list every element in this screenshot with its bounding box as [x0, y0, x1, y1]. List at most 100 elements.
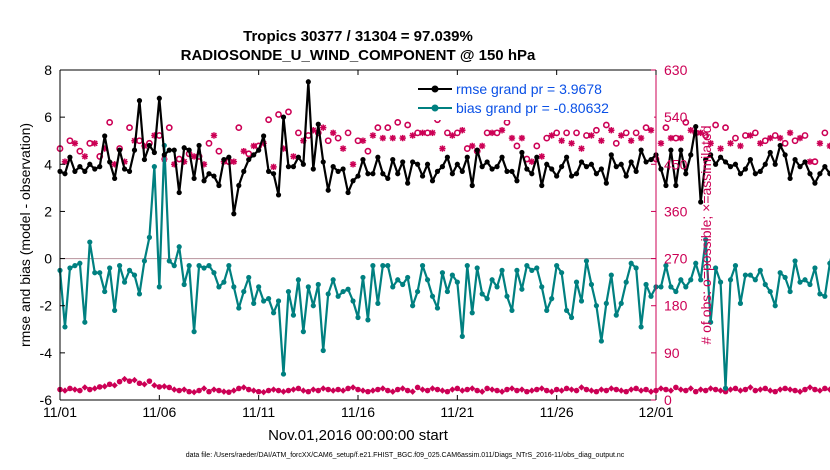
obs-low-point: [200, 385, 208, 392]
obs-possible-point: [513, 142, 521, 150]
bias-point: [355, 314, 361, 321]
bias-point: [345, 286, 351, 292]
obs-assimilated-stroke: [399, 135, 406, 142]
obs-low-point: [176, 387, 182, 394]
bias-point: [613, 312, 619, 318]
rmse-point: [62, 171, 68, 177]
obs-assimilated-point: [419, 129, 426, 137]
obs-low-point: [67, 385, 73, 392]
obs-assimilated-point: [548, 132, 555, 139]
bias-point: [221, 279, 227, 285]
rmse-point: [151, 149, 157, 156]
bias-point: [608, 272, 614, 278]
obs-assimilated-stroke: [797, 135, 803, 142]
rmse-point: [176, 189, 182, 196]
obs-assimilated-point: [250, 142, 257, 150]
rmse-point: [400, 159, 406, 165]
rmse-point: [221, 156, 227, 163]
bias-point: [797, 279, 803, 285]
rmse-point: [390, 156, 396, 163]
obs-low-point: [186, 388, 192, 395]
obs-assimilated-stroke: [787, 129, 794, 136]
obs-assimilated-stroke: [777, 135, 784, 142]
bias-point: [270, 310, 277, 316]
legend-rmse-marker: [431, 85, 439, 93]
legend-bias-marker: [431, 104, 439, 112]
obs-low-point: [216, 387, 222, 394]
rmse-point: [419, 173, 426, 179]
obs-low-point: [697, 386, 704, 393]
rmse-point: [767, 149, 773, 156]
obs-low-point: [245, 386, 252, 393]
bias-point: [419, 263, 426, 269]
obs-low-point: [752, 387, 759, 394]
y-axis-right-label: # of obs: o=possible; ×=assimilated: [698, 125, 714, 344]
obs-assimilated-stroke: [548, 132, 555, 139]
obs-low-point: [404, 387, 411, 394]
obs-assimilated-stroke: [240, 148, 247, 155]
bias-point: [469, 310, 475, 316]
obs-low-point: [434, 386, 441, 393]
obs-assimilated-stroke: [340, 145, 347, 152]
obs-low-point: [742, 386, 749, 393]
obs-assimilated-point: [767, 134, 774, 142]
bias-point: [295, 277, 301, 283]
obs-low-point: [792, 387, 798, 394]
obs-possible-point: [602, 121, 610, 129]
obs-possible-point: [275, 111, 282, 118]
rmse-point: [673, 182, 679, 189]
bias-point: [772, 303, 778, 309]
obs-low-point: [727, 386, 734, 393]
bias-point: [335, 293, 341, 299]
obs-assimilated-stroke: [747, 132, 754, 139]
obs-assimilated-point: [339, 145, 347, 152]
bias-point: [454, 279, 460, 285]
obs-assimilated-point: [409, 132, 416, 139]
obs-possible-point: [622, 129, 630, 137]
obs-low-point: [375, 386, 381, 393]
bias-point: [136, 291, 143, 297]
rmse-point: [568, 173, 575, 179]
obs-low-point: [414, 384, 421, 391]
obs-possible-point: [265, 116, 272, 124]
bias-point: [266, 296, 272, 302]
obs-possible-point: [553, 129, 561, 137]
x-tick-label: 11/16: [341, 404, 375, 420]
bias-point: [643, 281, 649, 288]
obs-assimilated-stroke: [250, 143, 257, 149]
obs-assimilated-stroke: [469, 143, 476, 149]
obs-possible-point: [394, 118, 402, 126]
rmse-point: [722, 159, 729, 165]
bias-point: [176, 244, 182, 250]
obs-assimilated-point: [389, 134, 396, 142]
rmse-point: [126, 168, 133, 174]
rmse-point: [117, 147, 123, 153]
rmse-point: [509, 168, 515, 174]
y-left-tick-label: 2: [44, 203, 52, 219]
rmse-point: [345, 189, 351, 196]
obs-assimilated-stroke: [290, 153, 297, 160]
bias-point: [186, 263, 192, 269]
obs-assimilated-stroke: [598, 137, 605, 144]
bias-point: [618, 300, 624, 306]
rmse-point: [320, 159, 326, 165]
rmse-point: [489, 166, 495, 172]
obs-low-point: [171, 386, 178, 393]
rmse-point: [578, 159, 585, 165]
obs-low-point: [285, 387, 292, 394]
obs-low-point: [772, 388, 778, 395]
obs-low-point: [826, 386, 830, 393]
obs-possible-point: [443, 129, 451, 137]
rmse-point: [290, 164, 297, 170]
rmse-point: [554, 173, 560, 179]
bias-point: [131, 272, 138, 278]
bias-point: [524, 263, 530, 269]
bias-point: [72, 263, 78, 269]
obs-assimilated-stroke: [211, 132, 217, 139]
rmse-point: [469, 182, 475, 189]
rmse-point: [141, 156, 148, 163]
obs-assimilated-point: [737, 142, 744, 150]
obs-low-point: [141, 381, 148, 388]
obs-low-point: [280, 388, 287, 395]
obs-assimilated-point: [498, 127, 506, 134]
